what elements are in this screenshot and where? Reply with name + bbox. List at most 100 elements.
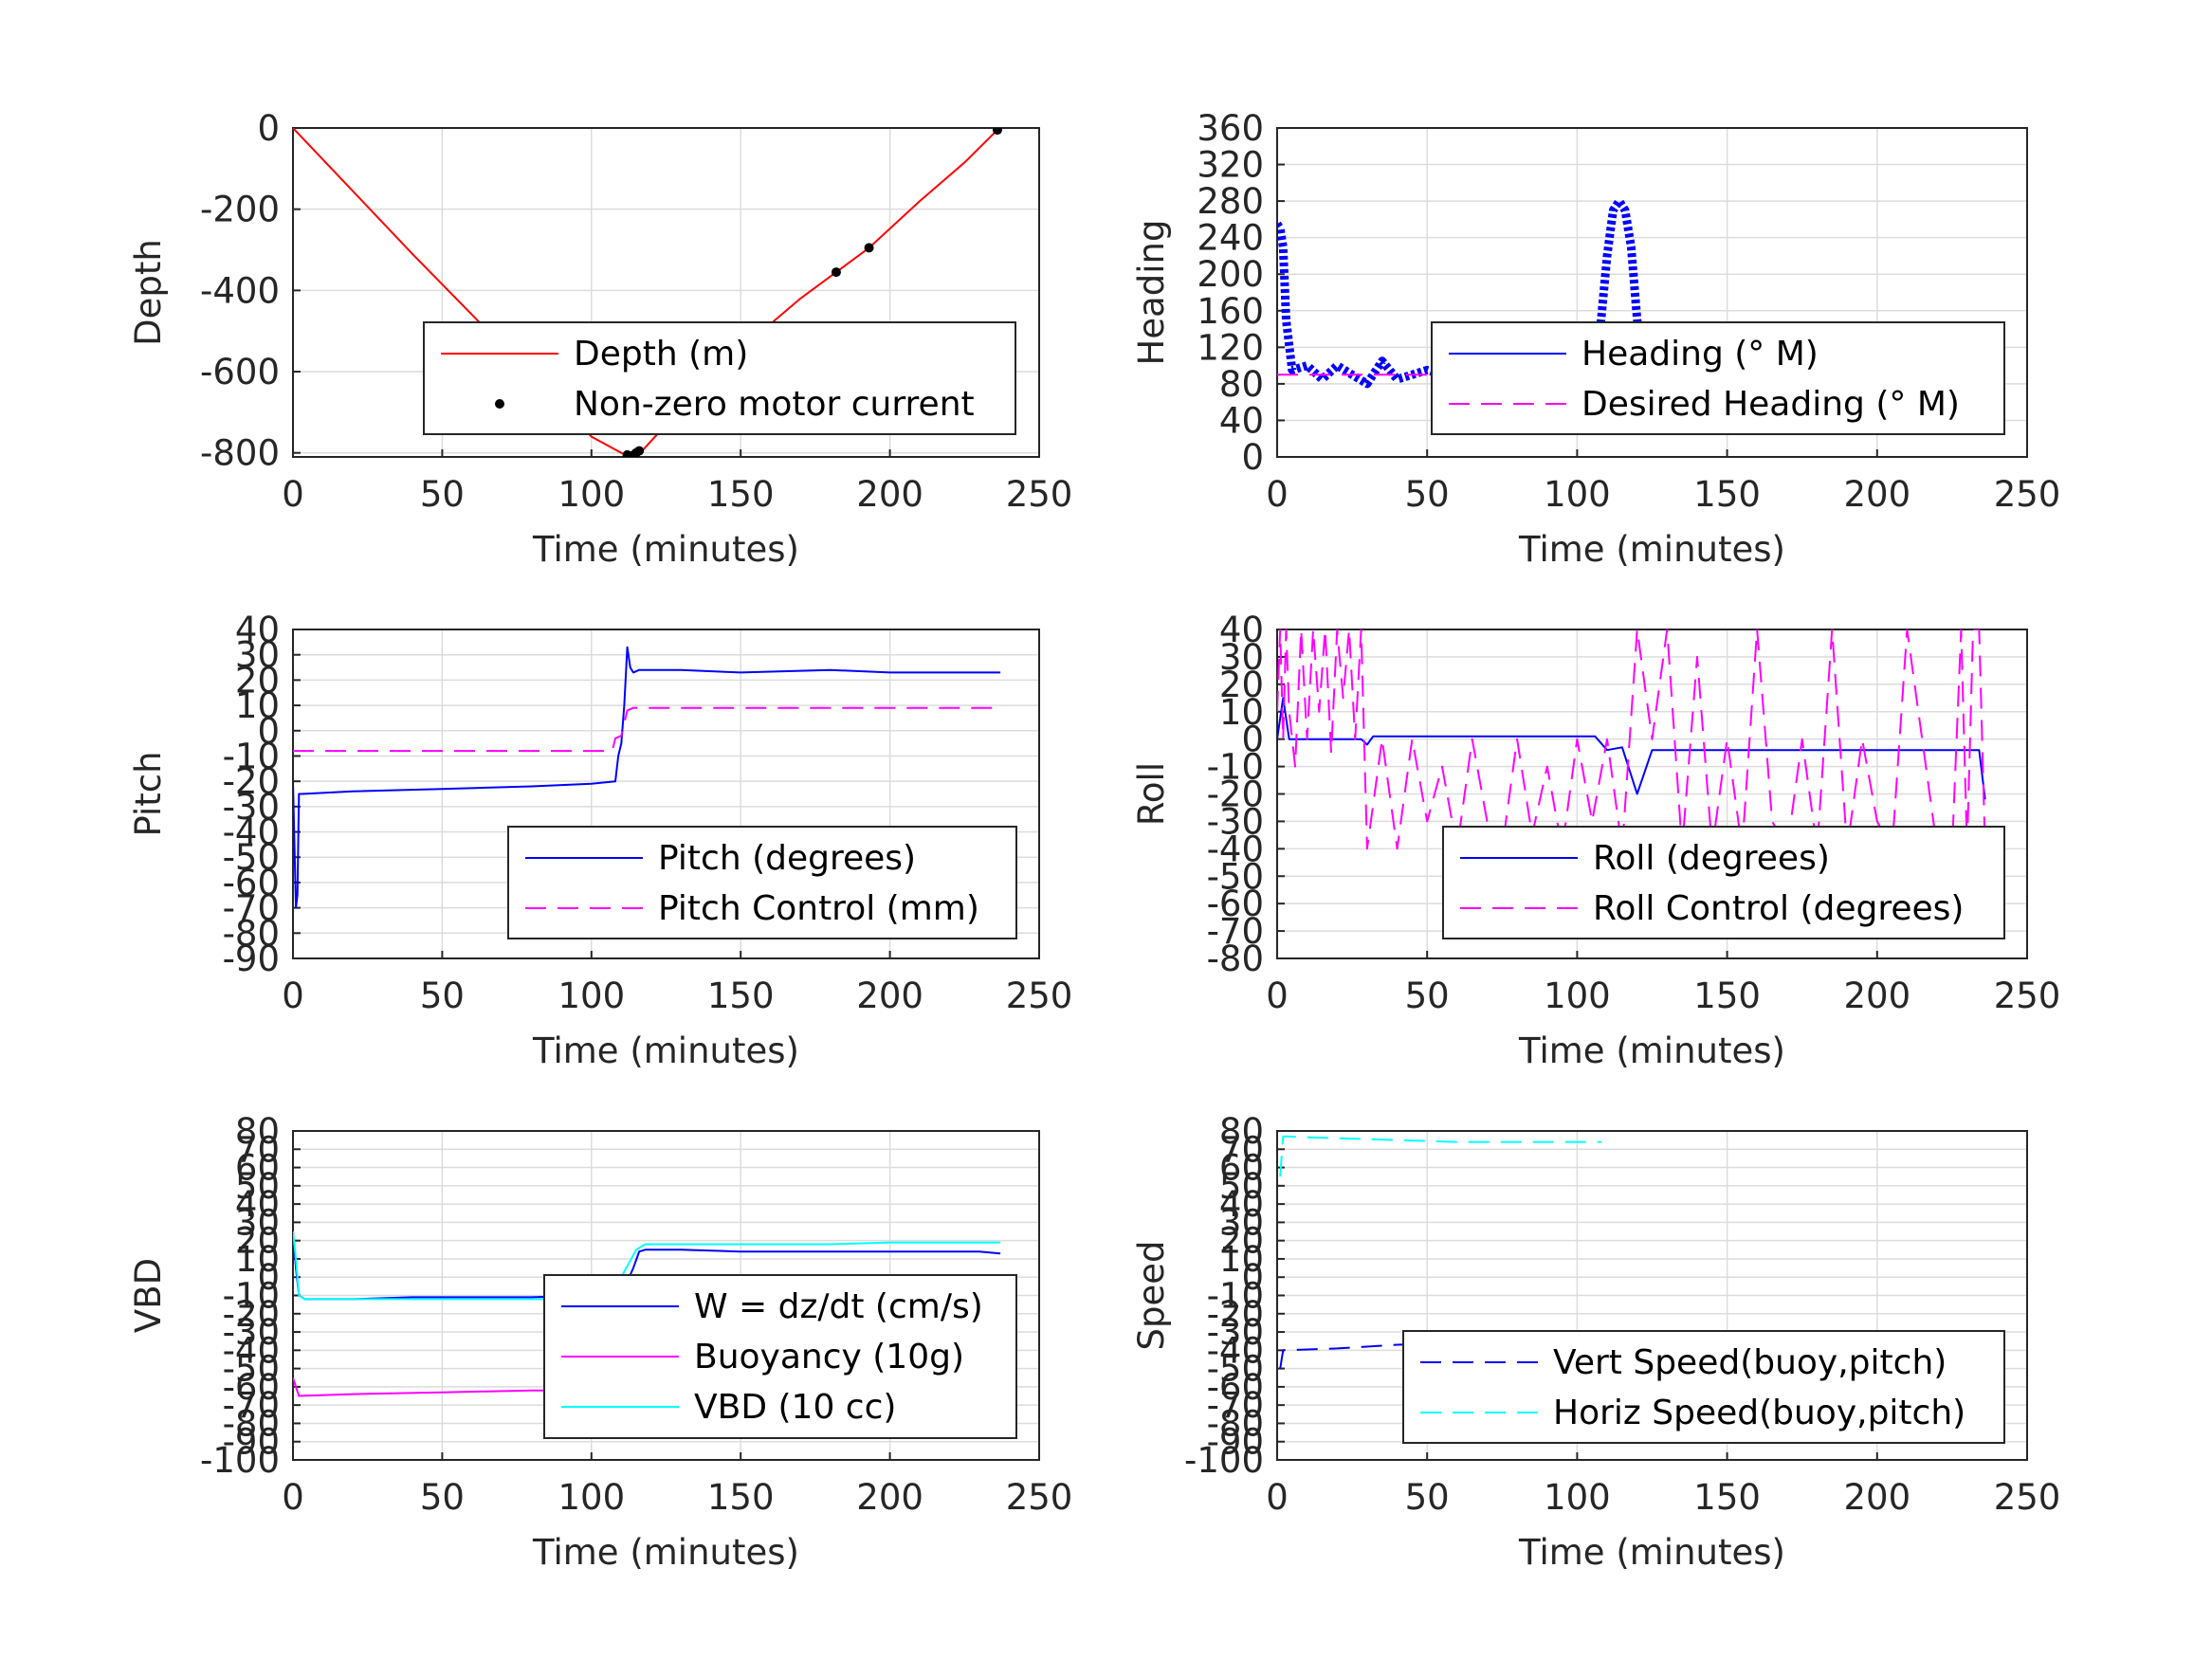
y-tick-label: 0 [257,1257,280,1298]
legend-label: VBD (10 cc) [694,1388,896,1427]
chart-panel-5: 0 50 100 150 200 25080706050403020100-10-20-3… [128,1111,1072,1573]
y-tick-label: -40 [1207,829,1264,869]
y-tick-label: 50 [235,1166,280,1207]
x-tick-label: 200 [856,474,923,515]
y-axis-label: Roll [1131,762,1172,826]
y-tick-label: 0 [1241,1257,1264,1298]
y-tick-label: -80 [1207,939,1264,979]
x-tick-label: 100 [558,975,625,1016]
data-point [634,446,645,456]
y-axis-label: Heading [1131,220,1172,366]
y-tick-label: -10 [1207,747,1264,788]
y-tick-label: -30 [1207,801,1264,842]
x-tick-label: 0 [1266,1477,1289,1518]
series-group [293,128,1002,457]
y-tick-label: -50 [223,837,280,878]
x-tick-label: 0 [282,975,304,1016]
y-tick-label: 80 [235,1111,280,1152]
y-tick-label: -50 [1207,1349,1264,1390]
x-tick-label: 50 [420,1477,465,1518]
y-tick-label: 30 [1219,637,1264,678]
y-tick-label: 40 [235,610,280,650]
y-tick-label: 120 [1197,327,1264,368]
legend-box [1402,1330,2005,1444]
y-tick-label: -70 [223,1385,280,1426]
x-tick-label: 150 [707,474,775,515]
y-tick-label: 20 [235,1221,280,1262]
legend-label: Non-zero motor current [574,385,975,424]
y-tick-label: -600 [200,352,280,392]
y-tick-label: -20 [1207,1294,1264,1335]
y-tick-label: 30 [235,1202,280,1243]
y-tick-label: -60 [1207,884,1264,924]
x-axis-label: Time (minutes) [1518,1532,1785,1573]
y-axis-label: VBD [128,1258,169,1333]
data-point [864,243,874,253]
x-tick-label: 150 [707,975,775,1016]
x-tick-label: 100 [558,474,625,515]
y-tick-label: 160 [1197,291,1264,332]
y-tick-label: 10 [235,685,280,726]
y-tick-label: 0 [257,108,280,149]
legend-box [507,826,1017,939]
series-line [1277,196,1989,389]
x-tick-label: 50 [420,975,465,1016]
y-tick-label: 20 [235,660,280,701]
x-tick-label: 100 [1544,1477,1611,1518]
x-tick-label: 100 [558,1477,625,1518]
y-tick-label: -40 [223,1330,280,1371]
y-tick-label: -70 [1207,911,1264,952]
y-tick-label: -100 [1184,1440,1264,1481]
y-tick-label: 40 [1219,400,1264,441]
chart-panel-3: 0 50 100 150 200 250403020100-10-20-30-40-50-… [128,610,1072,1071]
y-tick-label: 10 [235,1239,280,1280]
y-tick-label: 20 [1219,665,1264,705]
series-line [1279,1135,1601,1177]
chart-panel-1: 0 50 100 150 200 250 0 -200 -400 -600 -800 Time (mi… [128,108,1072,570]
series-line [293,706,1001,753]
x-axis-label: Time (minutes) [532,1532,799,1573]
x-tick-label: 250 [1994,1477,2061,1518]
x-tick-label: 150 [1693,1477,1761,1518]
y-tick-label: 240 [1197,218,1264,259]
y-tick-label: -90 [1207,1422,1264,1463]
y-tick-label: 70 [1219,1129,1264,1170]
legend: Vert Speed(buoy,pitch) Horiz Speed(buoy,p… [1402,1330,2005,1444]
y-tick-label: 0 [1241,720,1264,760]
series-line [293,646,1001,909]
y-tick-label: -80 [223,1403,280,1444]
legend-label: Vert Speed(buoy,pitch) [1553,1343,1947,1382]
y-tick-label: 10 [1219,1239,1264,1280]
legend-box [1442,826,2005,939]
y-tick-label: -90 [223,939,280,979]
x-tick-label: 200 [1843,474,1910,515]
x-axis-label: Time (minutes) [1518,1030,1785,1071]
legend-box [423,321,1016,435]
y-tick-label: 280 [1197,181,1264,222]
y-tick-label: 60 [1219,1148,1264,1189]
y-tick-label: 50 [1219,1166,1264,1207]
y-tick-label: -50 [1207,856,1264,897]
y-tick-label: 360 [1197,108,1264,149]
y-tick-label: 60 [235,1148,280,1189]
y-tick-label: -100 [200,1440,280,1481]
series-line [1277,629,1986,850]
y-tick-label: 80 [1219,1111,1264,1152]
x-tick-label: 100 [1544,474,1611,515]
legend-marker [495,399,504,409]
x-tick-label: 200 [1843,1477,1910,1518]
x-tick-label: 200 [1843,975,1910,1016]
legend: Depth (m) Non-zero motor current [423,321,1016,435]
x-tick-label: 200 [856,1477,923,1518]
y-tick-label: -800 [200,433,280,474]
legend-label: Desired Heading (° M) [1581,385,1960,424]
x-tick-label: 250 [1006,474,1073,515]
x-tick-label: 200 [856,975,923,1016]
x-tick-label: 50 [1405,975,1450,1016]
y-tick-label: 320 [1197,145,1264,186]
y-tick-label: 0 [1241,437,1264,478]
x-tick-label: 250 [1994,975,2061,1016]
legend-label: Buoyancy (10g) [694,1338,964,1376]
legend-label: Heading (° M) [1581,335,1819,374]
